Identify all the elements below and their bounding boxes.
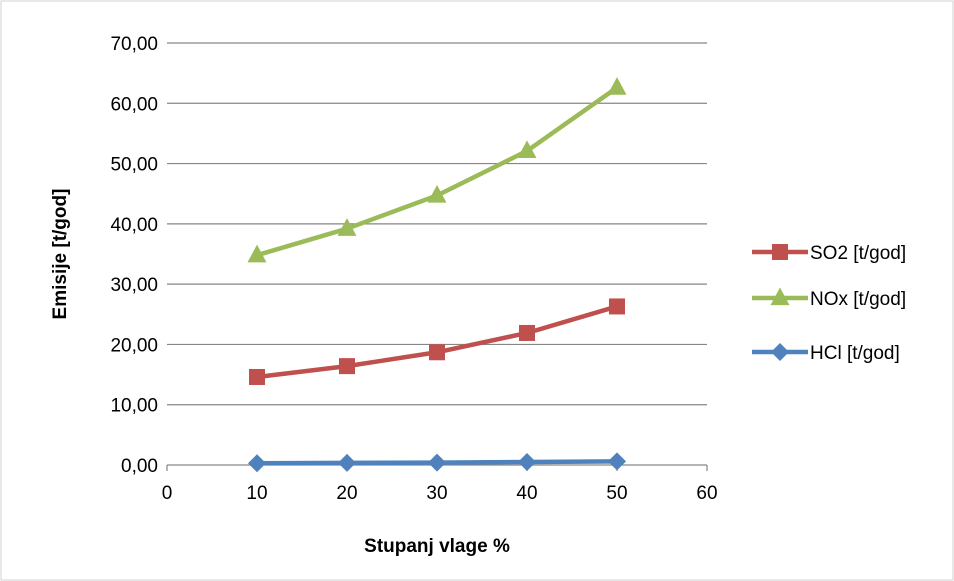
- y-tick-label: 60,00: [110, 94, 158, 115]
- data-point: [608, 452, 626, 471]
- y-tick-label: 0,00: [121, 456, 158, 477]
- series-square: [249, 298, 625, 385]
- data-point: [607, 77, 627, 95]
- x-tick-label: 50: [606, 483, 627, 504]
- y-tick-label: 20,00: [110, 335, 158, 356]
- legend-label: HCl [t/god]: [810, 343, 900, 364]
- legend-marker: [772, 244, 788, 260]
- y-tick-label: 10,00: [110, 396, 158, 417]
- data-point: [517, 140, 537, 159]
- legend-label: SO2 [t/god]: [810, 243, 906, 264]
- y-tick-label: 40,00: [110, 215, 158, 236]
- x-tick-label: 40: [516, 483, 537, 504]
- data-point: [518, 452, 536, 471]
- legend: SO2 [t/god] NOx [t/god] HCl [t/god]: [752, 243, 906, 364]
- y-tick-label: 50,00: [110, 155, 158, 176]
- data-point: [428, 453, 446, 472]
- y-axis-title: Emisije [t/god]: [50, 189, 71, 320]
- y-tick-label: 30,00: [110, 275, 158, 296]
- x-tick-label: 10: [246, 483, 267, 504]
- data-point: [519, 324, 535, 341]
- data-point: [427, 184, 447, 203]
- legend-label: NOx [t/god]: [810, 289, 906, 310]
- data-point: [338, 453, 356, 472]
- legend-item: HCl [t/god]: [752, 343, 900, 364]
- x-tick-label: 60: [696, 483, 717, 504]
- x-tick-label: 0: [162, 483, 173, 504]
- data-point: [247, 244, 267, 263]
- legend-marker: [771, 343, 789, 361]
- axes: 0,00 10,00 20,00 30,00 40,00 50,00 60,00 70,00 0…: [110, 34, 717, 504]
- data-point: [339, 358, 355, 375]
- data-point: [248, 454, 266, 473]
- series-diamond: [248, 452, 626, 473]
- data-point: [609, 298, 625, 315]
- legend-item: SO2 [t/god]: [752, 243, 906, 264]
- data-point: [429, 344, 445, 361]
- series-triangle: [247, 77, 627, 263]
- legend-marker: [770, 287, 790, 306]
- series-group: [247, 77, 627, 473]
- x-axis-title: Stupanj vlage %: [364, 536, 510, 557]
- legend-item: NOx [t/god]: [752, 287, 906, 310]
- x-tick-label: 20: [336, 483, 357, 504]
- gridlines: [167, 42, 707, 406]
- data-point: [249, 368, 265, 385]
- x-tick-label: 30: [426, 483, 447, 504]
- y-tick-label: 70,00: [110, 34, 158, 55]
- data-point: [337, 218, 357, 236]
